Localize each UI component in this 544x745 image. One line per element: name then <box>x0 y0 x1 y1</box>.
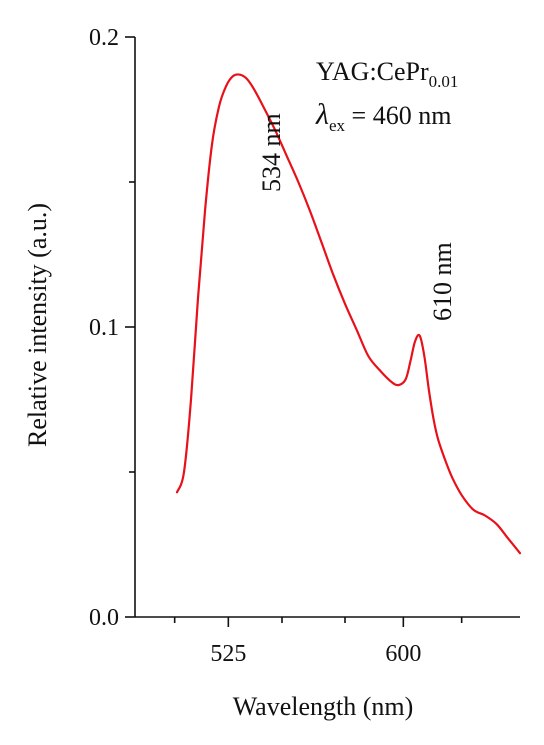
x-tick-label: 600 <box>385 641 421 667</box>
sample-label-main: YAG:CePr <box>316 57 429 86</box>
lambda-value: = 460 nm <box>345 101 451 130</box>
peak-label-610: 610 nm <box>428 242 457 321</box>
sample-label: YAG:CePr0.01 <box>316 57 458 91</box>
peak-label-534: 534 nm <box>257 113 286 192</box>
y-tick-label: 0.2 <box>89 25 119 51</box>
x-ticks: 525 600 <box>173 617 463 667</box>
y-tick-label: 0.1 <box>89 315 119 341</box>
lambda-symbol: λ <box>315 98 329 131</box>
lambda-subscript: ex <box>329 116 346 135</box>
sample-label-sub: 0.01 <box>429 72 459 91</box>
y-tick-label: 0.0 <box>89 605 119 631</box>
x-tick-label: 525 <box>210 641 246 667</box>
y-axis-label: Relative intensity (a.u.) <box>23 203 52 447</box>
excitation-label: λex = 460 nm <box>315 98 451 135</box>
x-axis-label: Wavelength (nm) <box>233 692 414 721</box>
spectrum-line <box>175 73 522 555</box>
y-ticks: 0.0 0.1 0.2 <box>89 25 135 631</box>
